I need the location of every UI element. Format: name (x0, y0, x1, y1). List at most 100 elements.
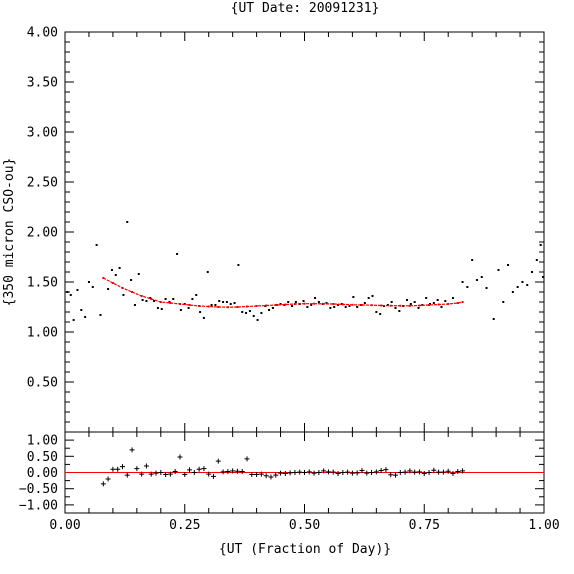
fit-point (360, 304, 363, 306)
data-point (329, 307, 332, 309)
data-point (302, 300, 305, 302)
y-tick-label: 1.50 (27, 276, 58, 291)
residual-point (254, 471, 260, 477)
fit-point (389, 304, 392, 307)
data-point (87, 281, 90, 283)
residual-point (282, 470, 288, 476)
data-point (107, 288, 110, 290)
residual-point (244, 456, 250, 462)
data-point (141, 299, 144, 301)
residual-point (364, 470, 370, 476)
residual-point (373, 469, 379, 475)
y-tick-label: 0.00 (27, 466, 58, 481)
fit-point (447, 303, 450, 305)
residual-point (412, 469, 418, 475)
fit-point (380, 304, 383, 307)
data-point (153, 300, 156, 302)
data-point (461, 281, 464, 283)
residual-point (311, 470, 317, 476)
x-tick-label: 0.25 (169, 518, 200, 533)
fit-point (169, 302, 172, 304)
x-tick-label: 1.00 (528, 518, 559, 533)
data-point (179, 309, 182, 311)
data-point (344, 306, 347, 308)
fit-point (461, 301, 464, 303)
x-tick-labels: 0.00 0.25 0.50 0.75 1.00 (49, 518, 559, 533)
fit-point (408, 304, 411, 307)
fit-point (341, 303, 344, 306)
data-point (260, 312, 263, 314)
fit-point (226, 306, 229, 309)
residual-point (393, 472, 399, 478)
y-tick-label: −1.00 (19, 498, 58, 513)
residual-point (359, 468, 365, 474)
data-point (66, 291, 69, 293)
data-point (172, 298, 175, 300)
data-point (114, 274, 117, 276)
residual-point (134, 466, 140, 472)
residual-point (436, 469, 442, 475)
data-point (352, 296, 355, 298)
residual-point (206, 471, 212, 477)
residual-point (263, 473, 269, 479)
residual-point (354, 470, 360, 476)
y-tick-label: 2.50 (27, 176, 58, 191)
residual-point (129, 447, 135, 453)
residual-point (302, 470, 307, 475)
fit-point (265, 304, 268, 307)
residual-point (124, 472, 130, 478)
residual-point (321, 468, 327, 474)
data-point (210, 304, 213, 306)
fit-point (456, 302, 459, 304)
residual-point (148, 471, 154, 477)
data-point (413, 301, 416, 303)
data-point (521, 281, 524, 283)
data-point (425, 297, 428, 299)
residual-point (316, 470, 322, 475)
data-point (176, 253, 179, 255)
residual-point (325, 469, 331, 475)
data-point (279, 303, 282, 305)
data-point (542, 276, 545, 278)
fit-point (418, 304, 421, 307)
data-point (535, 259, 538, 261)
residual-point (426, 470, 432, 475)
residual-point (407, 468, 413, 474)
data-point (440, 306, 443, 308)
residual-point (416, 469, 422, 475)
fit-point (102, 277, 105, 279)
fit-point (284, 303, 287, 306)
residual-point (249, 471, 255, 477)
data-point (539, 244, 542, 246)
fit-point (188, 304, 191, 306)
data-point (375, 311, 378, 313)
residual-point (177, 454, 183, 460)
residual-point (187, 467, 193, 473)
fit-point (370, 304, 373, 307)
data-point (191, 298, 194, 300)
residual-point (110, 466, 116, 472)
data-point (202, 317, 205, 319)
residual-point (201, 466, 207, 472)
data-point (229, 303, 232, 305)
residual-point (163, 471, 169, 477)
residual-point (345, 469, 351, 475)
data-point (516, 286, 519, 288)
data-point (126, 221, 129, 223)
fit-point (198, 305, 201, 307)
residual-point (105, 476, 111, 482)
data-point (511, 291, 514, 293)
data-point (398, 310, 401, 312)
fit-point (303, 302, 306, 305)
data-point (218, 300, 221, 302)
y-tick-label: 2.00 (27, 226, 58, 241)
fit-point (236, 306, 239, 308)
fit-point (332, 303, 335, 305)
residual-point (239, 469, 245, 475)
measurement-points (66, 221, 545, 321)
fit-point (322, 302, 325, 305)
residual-point (230, 468, 236, 474)
residual-point (369, 470, 375, 475)
data-point (306, 306, 309, 308)
residual-point (431, 467, 437, 473)
